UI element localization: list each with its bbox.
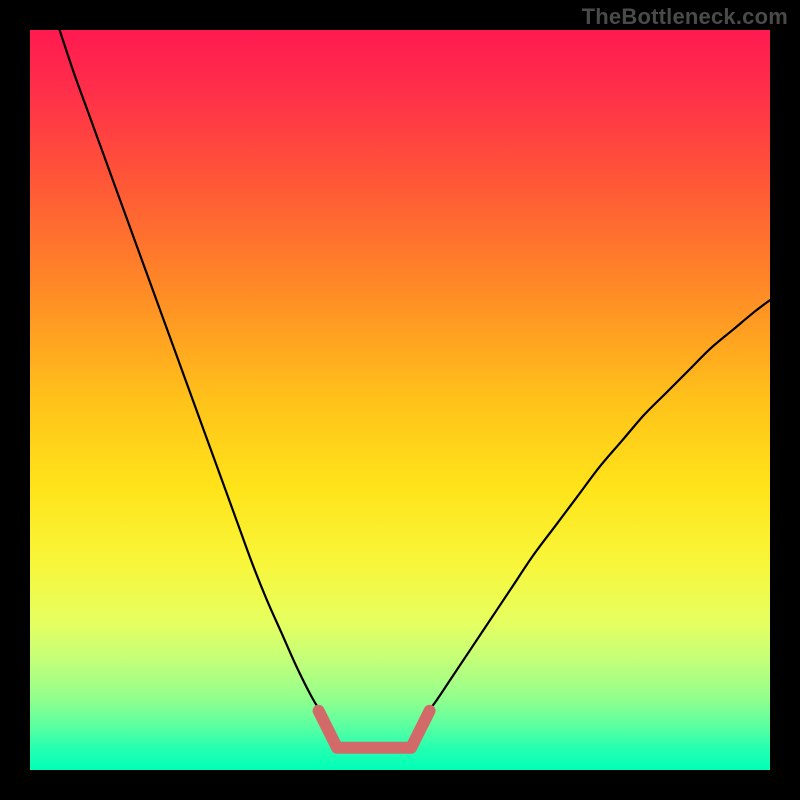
chart-curves-layer (30, 30, 770, 770)
chart-frame: TheBottleneck.com (0, 0, 800, 800)
bottom-bracket (319, 711, 430, 748)
right-curve (426, 300, 770, 714)
plot-area (30, 30, 770, 770)
left-curve (60, 30, 323, 715)
watermark-text: TheBottleneck.com (582, 4, 788, 30)
